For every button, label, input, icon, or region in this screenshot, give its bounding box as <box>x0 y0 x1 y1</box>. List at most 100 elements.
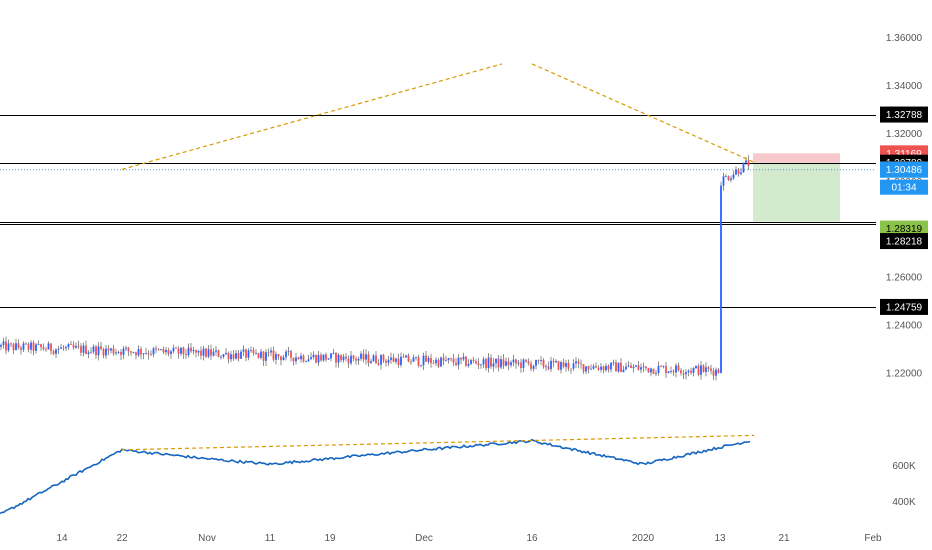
time-axis[interactable]: 14 22 Nov 11 19 Dec 16 2020 13 21 Feb <box>56 533 882 544</box>
candle-body <box>442 357 445 361</box>
candle-body <box>527 361 530 364</box>
candle-body <box>110 348 112 351</box>
candle-body <box>647 367 650 373</box>
candle-body <box>365 354 367 360</box>
candle-body <box>105 348 107 356</box>
current-price-badge-bg <box>880 161 928 178</box>
candle-body <box>747 160 750 166</box>
candle-body <box>70 344 72 345</box>
price-tick-label: 1.22000 <box>886 369 923 380</box>
level-badge-3-label: 1.28218 <box>886 237 923 248</box>
candle-body <box>205 348 207 357</box>
candle-body <box>640 367 642 370</box>
candle-body <box>685 372 687 375</box>
candle-body <box>435 359 437 364</box>
candle-body <box>12 343 15 351</box>
candle-body <box>585 366 587 372</box>
candle-body <box>487 357 490 369</box>
candle-body <box>160 349 162 350</box>
candle-body <box>337 354 340 363</box>
obv-tick-label: 400K <box>892 497 916 508</box>
candle-body <box>92 346 95 352</box>
candle-body <box>52 351 55 354</box>
candle-body <box>47 343 50 350</box>
candle-body <box>432 363 435 364</box>
countdown-badge-bg <box>880 179 928 195</box>
time-tick-label: 14 <box>56 533 68 544</box>
candle-body <box>497 358 500 368</box>
candle-body <box>72 344 75 348</box>
horizontal-levels[interactable] <box>0 115 876 308</box>
candle-body <box>107 348 110 351</box>
candle-body <box>557 361 560 370</box>
candle-body <box>200 350 202 356</box>
candle-body <box>577 361 580 364</box>
candle-body <box>597 367 600 370</box>
candle-body <box>152 348 155 355</box>
candle-body <box>467 363 470 366</box>
candle-body <box>375 355 377 364</box>
candle-body <box>270 350 272 353</box>
candle-body <box>657 366 660 373</box>
candle-body <box>97 346 100 356</box>
candle-body <box>440 357 442 367</box>
candle-body <box>302 355 305 362</box>
candle-body <box>537 359 540 361</box>
candle-body <box>415 356 417 358</box>
candle-body <box>272 350 275 360</box>
candle-body <box>180 347 182 354</box>
candle-body <box>90 351 92 353</box>
candle-body <box>630 365 632 369</box>
candle-body <box>587 366 590 370</box>
candle-body <box>387 359 390 363</box>
candle-body <box>7 343 10 351</box>
candle-body <box>615 362 617 372</box>
candle-body <box>672 371 675 373</box>
trendlines[interactable] <box>121 63 755 170</box>
candle-body <box>232 354 235 359</box>
level-badge-4-label: 1.24759 <box>886 302 923 313</box>
candle-body <box>345 356 347 359</box>
price-axis[interactable]: 1.360001.340001.320001.300001.280001.260… <box>886 33 923 379</box>
candle-body <box>697 366 700 375</box>
candle-body <box>40 344 42 348</box>
candle-body <box>490 357 492 367</box>
candle-body <box>665 366 667 374</box>
candle-body <box>125 347 127 349</box>
candle-body <box>42 347 45 350</box>
candle-body <box>155 348 157 350</box>
candle-body <box>605 365 607 371</box>
candle-body <box>297 357 300 360</box>
candle-body <box>87 352 90 355</box>
candle-body <box>412 357 415 362</box>
candle-body <box>35 344 37 351</box>
candle-body <box>265 352 267 361</box>
candle-body <box>190 347 192 352</box>
candle-body <box>500 359 502 368</box>
candle-body <box>410 361 412 363</box>
price-badges: 1.327881.311691.307801.305051.3048601:34… <box>880 106 928 315</box>
candle-body <box>682 373 685 375</box>
candle-body <box>242 349 245 352</box>
candle-body <box>492 363 495 367</box>
candle-body <box>607 365 610 370</box>
candle-body <box>312 354 315 358</box>
time-tick-label: 21 <box>778 533 790 544</box>
candle-body <box>230 354 232 360</box>
candle-body <box>360 353 362 359</box>
time-tick-label: Feb <box>864 533 882 544</box>
time-tick-label: 19 <box>324 533 336 544</box>
candle-body <box>720 185 722 373</box>
candle-body <box>322 354 325 361</box>
candle-body <box>170 351 172 354</box>
candle-body <box>687 370 690 373</box>
time-tick-label: 22 <box>116 533 128 544</box>
candle-body <box>507 361 510 366</box>
candle-body <box>472 360 475 362</box>
candle-body <box>397 358 400 366</box>
candle-body <box>75 345 77 348</box>
candle-body <box>460 357 462 360</box>
time-tick-label: Nov <box>198 533 216 544</box>
candle-body <box>17 343 20 348</box>
